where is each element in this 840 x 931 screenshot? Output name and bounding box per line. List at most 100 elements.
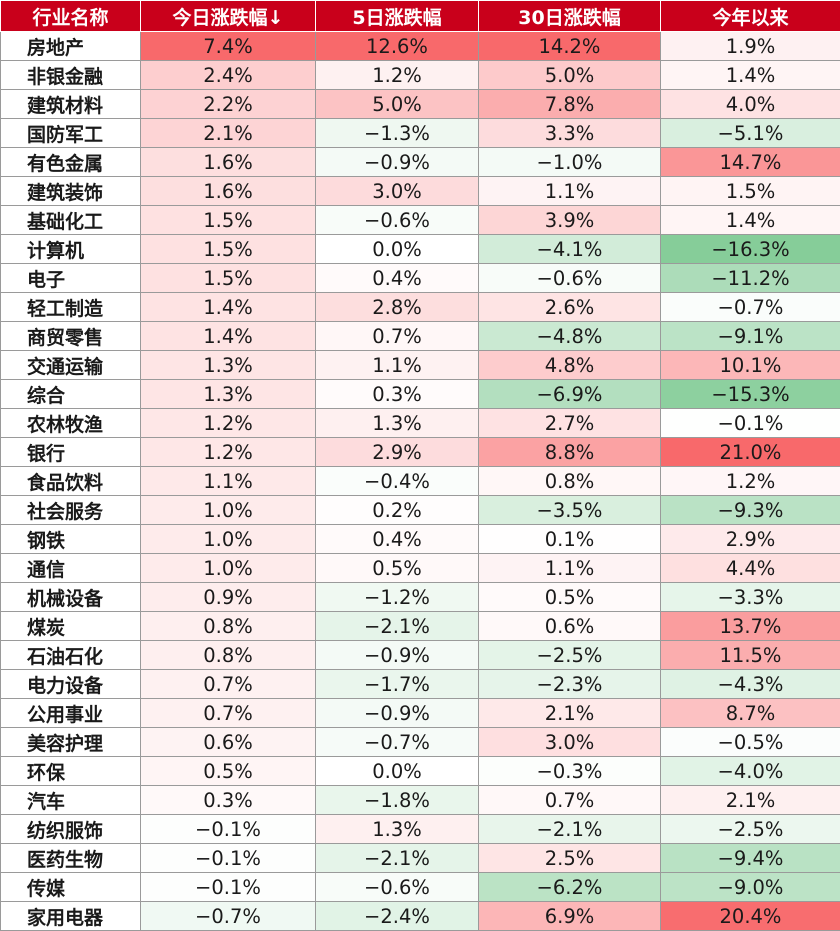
today-change-cell: 1.5% [141,235,316,264]
industry-name-cell: 公用事业 [1,699,141,728]
5day-change-cell: 2.9% [316,438,479,467]
today-change-cell: 2.2% [141,90,316,119]
industry-name-cell: 社会服务 [1,496,141,525]
30day-change-cell: −3.5% [479,496,661,525]
industry-name-cell: 家用电器 [1,902,141,931]
ytd-change-cell: 4.0% [661,90,840,119]
5day-change-cell: 0.7% [316,322,479,351]
today-change-cell: 0.9% [141,583,316,612]
30day-change-cell: 3.9% [479,206,661,235]
5day-change-cell: 1.1% [316,351,479,380]
today-change-cell: 1.3% [141,351,316,380]
header-30day-change[interactable]: 30日涨跌幅 [479,1,661,32]
ytd-change-cell: 2.9% [661,525,840,554]
30day-change-cell: 7.8% [479,90,661,119]
30day-change-cell: 0.7% [479,786,661,815]
today-change-cell: 0.8% [141,641,316,670]
30day-change-cell: 0.1% [479,525,661,554]
5day-change-cell: −0.6% [316,206,479,235]
5day-change-cell: 0.4% [316,264,479,293]
today-change-cell: 0.5% [141,757,316,786]
industry-name-cell: 传媒 [1,873,141,902]
5day-change-cell: −0.9% [316,641,479,670]
5day-change-cell: 0.0% [316,235,479,264]
header-ytd-change[interactable]: 今年以来 [661,1,840,32]
industry-name-cell: 计算机 [1,235,141,264]
today-change-cell: −0.7% [141,902,316,931]
30day-change-cell: 2.5% [479,844,661,873]
5day-change-cell: −0.9% [316,699,479,728]
5day-change-cell: −1.3% [316,119,479,148]
header-industry-name[interactable]: 行业名称 [1,1,141,32]
ytd-change-cell: −15.3% [661,380,840,409]
5day-change-cell: 1.3% [316,409,479,438]
today-change-cell: 0.7% [141,670,316,699]
30day-change-cell: −4.1% [479,235,661,264]
industry-name-cell: 电力设备 [1,670,141,699]
today-change-cell: −0.1% [141,873,316,902]
30day-change-cell: −4.8% [479,322,661,351]
industry-name-cell: 通信 [1,554,141,583]
industry-name-cell: 电子 [1,264,141,293]
5day-change-cell: −1.2% [316,583,479,612]
ytd-change-cell: −5.1% [661,119,840,148]
30day-change-cell: 6.9% [479,902,661,931]
ytd-change-cell: −16.3% [661,235,840,264]
industry-name-cell: 交通运输 [1,351,141,380]
30day-change-cell: 2.1% [479,699,661,728]
header-today-change[interactable]: 今日涨跌幅↓ [141,1,316,32]
table-row: 医药生物−0.1%−2.1%2.5%−9.4% [1,844,840,873]
30day-change-cell: 1.1% [479,177,661,206]
table-row: 家用电器−0.7%−2.4%6.9%20.4% [1,902,840,931]
ytd-change-cell: −0.1% [661,409,840,438]
today-change-cell: 1.5% [141,206,316,235]
today-change-cell: 1.6% [141,177,316,206]
industry-name-cell: 房地产 [1,32,141,61]
ytd-change-cell: 4.4% [661,554,840,583]
header-5day-change[interactable]: 5日涨跌幅 [316,1,479,32]
today-change-cell: 1.4% [141,293,316,322]
today-change-cell: −0.1% [141,844,316,873]
industry-name-cell: 纺织服饰 [1,815,141,844]
5day-change-cell: 0.2% [316,496,479,525]
industry-name-cell: 农林牧渔 [1,409,141,438]
today-change-cell: 2.4% [141,61,316,90]
30day-change-cell: 2.7% [479,409,661,438]
5day-change-cell: 12.6% [316,32,479,61]
ytd-change-cell: 10.1% [661,351,840,380]
today-change-cell: 2.1% [141,119,316,148]
ytd-change-cell: 1.9% [661,32,840,61]
today-change-cell: 1.2% [141,438,316,467]
industry-name-cell: 有色金属 [1,148,141,177]
5day-change-cell: 2.8% [316,293,479,322]
industry-name-cell: 国防军工 [1,119,141,148]
today-change-cell: 1.4% [141,322,316,351]
industry-name-cell: 石油石化 [1,641,141,670]
30day-change-cell: 1.1% [479,554,661,583]
today-change-cell: 1.3% [141,380,316,409]
30day-change-cell: 14.2% [479,32,661,61]
industry-name-cell: 基础化工 [1,206,141,235]
5day-change-cell: −0.4% [316,467,479,496]
30day-change-cell: −6.9% [479,380,661,409]
table-row: 纺织服饰−0.1%1.3%−2.1%−2.5% [1,815,840,844]
5day-change-cell: −0.7% [316,728,479,757]
today-change-cell: 0.8% [141,612,316,641]
industry-name-cell: 环保 [1,757,141,786]
today-change-cell: 0.3% [141,786,316,815]
ytd-change-cell: −9.0% [661,873,840,902]
